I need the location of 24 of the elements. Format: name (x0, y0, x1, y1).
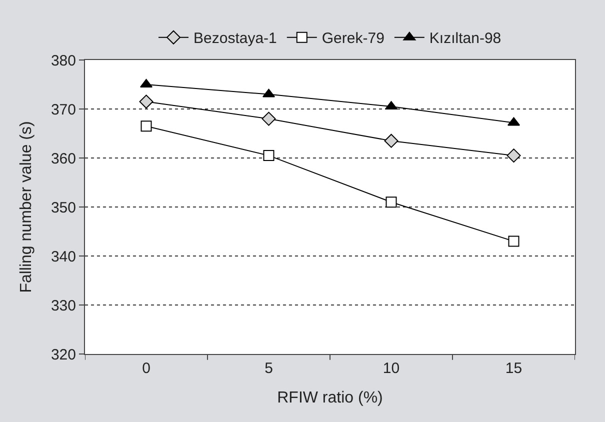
y-tick-label: 350 (50, 199, 76, 216)
y-tick-label: 320 (50, 346, 76, 364)
y-axis-title: Falling number value (s) (18, 121, 35, 293)
legend-label: Kızıltan-98 (429, 30, 502, 48)
y-tick-label: 330 (50, 297, 76, 314)
point (508, 236, 520, 247)
legend-label: Bezostaya-1 (194, 30, 277, 48)
point (262, 112, 276, 126)
point (263, 150, 274, 162)
x-tick-label: 0 (142, 360, 150, 377)
point (140, 120, 152, 132)
point (384, 134, 398, 148)
y-tick-label: 360 (50, 150, 76, 168)
point (506, 148, 521, 163)
x-tick-label: 5 (264, 360, 273, 377)
y-tick-label: 370 (50, 101, 76, 118)
x-tick-label: 10 (382, 360, 400, 377)
x-axis-title: RFIW ratio (%) (277, 390, 383, 407)
legend-label: Gerek-79 (322, 30, 384, 48)
y-tick-label: 340 (50, 248, 76, 266)
y-tick-label: 380 (50, 52, 76, 70)
point (386, 196, 397, 208)
point (139, 94, 154, 109)
x-tick-label: 15 (505, 360, 522, 377)
